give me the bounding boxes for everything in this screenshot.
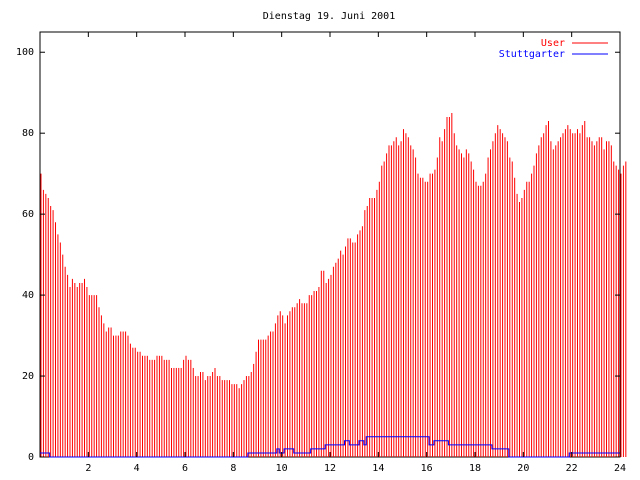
x-tick-label: 12: [324, 463, 336, 474]
x-tick-label: 20: [517, 463, 529, 474]
x-tick-label: 18: [469, 463, 481, 474]
x-tick-label: 16: [421, 463, 433, 474]
x-axis: 2 4 6 8 10 12 14 16 18 20 22 24: [85, 32, 626, 474]
stuttgarter-line: [40, 436, 620, 458]
x-tick-label: 10: [276, 463, 288, 474]
x-tick-label: 8: [230, 463, 236, 474]
plot-frame: [39, 31, 621, 458]
x-tick-label: 2: [85, 463, 91, 474]
stuttgarter-series: [40, 436, 620, 458]
x-tick-label: 4: [134, 463, 140, 474]
legend-label-user: User: [541, 38, 565, 49]
user-series: [40, 112, 627, 457]
legend-label-stuttgarter: Stuttgarter: [499, 49, 565, 60]
y-tick-label: 80: [22, 128, 34, 139]
x-tick-label: 22: [566, 463, 578, 474]
x-tick-label: 6: [182, 463, 188, 474]
y-tick-label: 20: [22, 371, 34, 382]
legend: User Stuttgarter: [499, 38, 608, 60]
chart-title: Dienstag 19. Juni 2001: [263, 11, 395, 22]
y-tick-label: 40: [22, 290, 34, 301]
y-axis: 0 20 40 60 80 100: [16, 47, 620, 463]
y-tick-label: 0: [28, 452, 34, 463]
y-tick-label: 100: [16, 47, 34, 58]
x-tick-label: 24: [614, 463, 626, 474]
y-tick-label: 60: [22, 209, 34, 220]
x-tick-label: 14: [372, 463, 384, 474]
